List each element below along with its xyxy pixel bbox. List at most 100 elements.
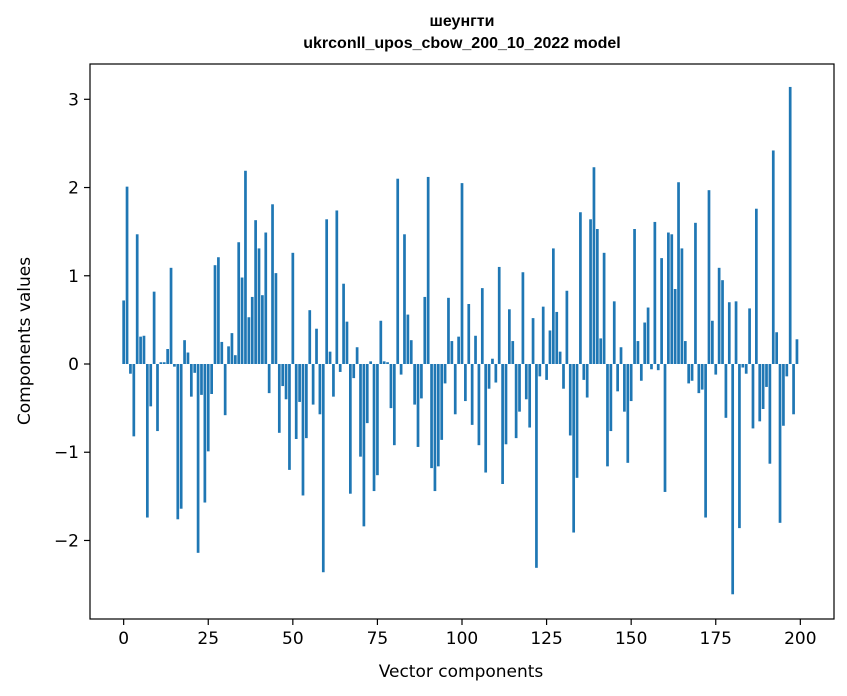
bar <box>200 364 203 395</box>
bar <box>768 364 772 464</box>
bar <box>761 364 765 409</box>
bar <box>724 364 728 418</box>
bar <box>592 167 596 364</box>
bar <box>670 234 674 364</box>
bar <box>193 364 197 373</box>
bar <box>274 273 278 364</box>
y-tick-label: 0 <box>68 355 79 375</box>
bar <box>758 364 762 422</box>
bar <box>484 364 488 473</box>
bar <box>311 364 315 405</box>
bar <box>727 302 731 364</box>
bar <box>267 364 271 394</box>
bar <box>301 364 305 496</box>
bar <box>771 150 775 364</box>
bar <box>328 351 332 364</box>
x-tick-label: 25 <box>197 629 219 649</box>
bar <box>376 364 379 476</box>
bar <box>782 364 785 426</box>
bar <box>626 364 630 463</box>
bar <box>531 318 535 364</box>
bar <box>504 364 508 445</box>
bar <box>528 364 532 428</box>
bar <box>765 364 768 387</box>
bar <box>250 296 254 364</box>
bar <box>230 333 234 364</box>
bar <box>173 364 176 367</box>
y-tick-label: −1 <box>54 443 79 463</box>
bar <box>480 288 484 364</box>
bar <box>552 248 555 364</box>
bar <box>707 190 711 364</box>
bar <box>450 341 454 364</box>
bar <box>673 289 677 364</box>
bar <box>457 336 460 364</box>
x-tick-label: 75 <box>367 629 389 649</box>
bar <box>426 176 430 364</box>
bar <box>213 265 217 364</box>
bar <box>751 364 755 429</box>
y-tick-label: −2 <box>54 531 79 551</box>
bar <box>254 220 257 364</box>
bar <box>416 364 420 447</box>
bar <box>704 364 707 518</box>
bar <box>663 364 667 492</box>
chart-title-line-2: ukrconll_upos_cbow_200_10_2022 model <box>303 35 621 52</box>
x-tick-label: 50 <box>282 629 304 649</box>
bar <box>744 364 748 374</box>
y-axis-label: Components values <box>15 257 35 425</box>
bar <box>643 322 647 364</box>
bar <box>606 364 609 467</box>
bar <box>149 364 153 407</box>
bar <box>129 364 132 374</box>
bar <box>579 212 582 364</box>
bar <box>636 341 640 364</box>
bar <box>220 341 224 364</box>
bar <box>501 364 504 484</box>
bar <box>785 364 789 377</box>
bar <box>406 314 410 364</box>
bar <box>731 364 735 595</box>
bar <box>687 364 691 384</box>
bar <box>183 340 186 364</box>
bar <box>318 364 322 415</box>
bar <box>788 86 792 364</box>
bar <box>616 364 619 392</box>
bar <box>321 364 325 573</box>
bar <box>237 242 241 364</box>
bar <box>135 234 139 364</box>
bar <box>734 301 738 364</box>
bar <box>690 364 694 381</box>
bar <box>355 347 359 364</box>
bar <box>467 304 471 364</box>
bar <box>430 364 433 469</box>
x-axis-ticks: 0 25 50 75 100 125 150 175 200 <box>118 619 817 649</box>
bar <box>338 364 342 372</box>
bar <box>305 364 308 439</box>
bar <box>365 364 369 424</box>
bar <box>585 364 589 398</box>
bar <box>291 252 295 364</box>
bar <box>271 204 274 364</box>
bar <box>345 321 349 364</box>
bar <box>717 267 721 364</box>
bar <box>778 364 782 523</box>
bar <box>650 364 653 370</box>
chart-title-line-1: шеунгти <box>429 13 495 30</box>
bar <box>700 364 704 390</box>
bar <box>667 232 670 364</box>
bar <box>436 364 440 467</box>
bar <box>240 277 244 364</box>
bar <box>440 364 444 440</box>
bar <box>261 295 264 364</box>
bar <box>122 300 126 364</box>
bar <box>477 364 481 446</box>
bar <box>795 339 799 364</box>
bar <box>244 170 247 364</box>
bar <box>460 183 464 364</box>
bar <box>602 252 606 364</box>
bar <box>247 317 251 364</box>
bar <box>653 221 657 364</box>
